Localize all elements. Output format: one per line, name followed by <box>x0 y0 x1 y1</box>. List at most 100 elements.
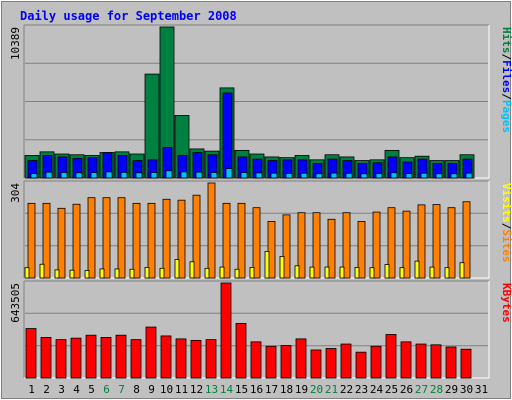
bar-kbytes-day-27 <box>415 343 427 379</box>
bar-kbytes-day-10 <box>160 335 172 379</box>
bar-sites-day-4 <box>69 269 75 279</box>
legend-entry: Pages <box>500 100 512 133</box>
bar-kbytes-day-3 <box>55 339 67 379</box>
x-tick-label: 22 <box>340 383 353 396</box>
x-tick-label: 13 <box>205 383 218 396</box>
chart-title: Daily usage for September 2008 <box>20 9 237 23</box>
x-tick-label: 21 <box>325 383 338 396</box>
bar-sites-day-23 <box>354 266 360 279</box>
x-tick-label: 12 <box>190 383 203 396</box>
bar-sites-day-15 <box>234 268 240 279</box>
bar-pages-day-18 <box>285 172 293 179</box>
bar-sites-day-3 <box>54 269 60 279</box>
bar-visits-day-19 <box>297 212 306 279</box>
bars-visits <box>24 182 471 279</box>
bar-visits-day-13 <box>207 182 216 279</box>
bar-visits-day-26 <box>402 210 411 279</box>
bar-sites-day-5 <box>84 270 90 279</box>
bar-sites-day-13 <box>204 267 210 279</box>
bar-pages-day-10 <box>165 170 173 179</box>
bar-pages-day-20 <box>315 173 323 179</box>
bar-visits-day-14 <box>222 202 231 279</box>
bar-pages-day-25 <box>390 172 398 179</box>
bar-pages-day-17 <box>270 172 278 179</box>
bar-kbytes-day-24 <box>370 345 382 379</box>
bar-kbytes-day-25 <box>385 334 397 379</box>
legend-entry: Visits <box>500 183 512 223</box>
bar-pages-day-24 <box>375 173 383 179</box>
panel-visits: 304 Visits/Sites <box>9 180 512 279</box>
bar-sites-day-1 <box>24 267 30 279</box>
bar-kbytes-day-9 <box>145 326 157 379</box>
bar-pages-day-13 <box>210 172 218 179</box>
x-tick-label: 3 <box>58 383 65 396</box>
bar-pages-day-29 <box>450 173 458 179</box>
bar-sites-day-8 <box>129 268 135 279</box>
x-tick-label: 16 <box>250 383 263 396</box>
bar-kbytes-day-18 <box>280 345 292 379</box>
x-tick-label: 28 <box>430 383 443 396</box>
bar-pages-day-5 <box>90 172 98 179</box>
bar-kbytes-day-17 <box>265 345 277 379</box>
bar-sites-day-26 <box>399 267 405 279</box>
bar-kbytes-day-14 <box>220 282 232 379</box>
bar-visits-day-23 <box>357 221 366 279</box>
bar-kbytes-day-4 <box>70 337 82 379</box>
bar-visits-day-2 <box>42 202 51 279</box>
bar-kbytes-day-8 <box>130 339 142 379</box>
x-tick-label: 1 <box>28 383 35 396</box>
legend-visits: Visits/Sites <box>500 183 512 263</box>
bar-pages-day-14 <box>225 168 233 179</box>
bar-pages-day-1 <box>30 173 38 179</box>
bar-kbytes-day-2 <box>40 337 52 379</box>
bar-pages-day-7 <box>120 171 128 179</box>
bar-visits-day-6 <box>102 197 111 279</box>
x-tick-label: 19 <box>295 383 308 396</box>
bar-visits-day-8 <box>132 202 141 279</box>
x-tick-label: 17 <box>265 383 278 396</box>
bar-sites-day-16 <box>249 266 255 279</box>
bar-visits-day-4 <box>72 203 81 279</box>
bar-visits-day-27 <box>417 204 426 279</box>
bar-kbytes-day-20 <box>310 349 322 379</box>
bar-pages-day-27 <box>420 172 428 179</box>
bar-sites-day-7 <box>114 268 120 279</box>
bar-kbytes-day-22 <box>340 343 352 379</box>
bar-sites-day-22 <box>339 266 345 279</box>
bar-sites-day-12 <box>189 261 195 279</box>
bar-kbytes-day-21 <box>325 348 337 379</box>
bar-sites-day-17 <box>264 251 270 279</box>
bar-sites-day-11 <box>174 259 180 279</box>
x-tick-label: 15 <box>235 383 248 396</box>
bar-visits-day-28 <box>432 204 441 279</box>
bar-sites-day-24 <box>369 267 375 279</box>
bars-kbytes <box>25 282 472 379</box>
x-tick-label: 25 <box>385 383 398 396</box>
bar-kbytes-day-7 <box>115 334 127 379</box>
bar-pages-day-2 <box>45 171 53 179</box>
bar-pages-day-26 <box>405 173 413 179</box>
bar-kbytes-day-15 <box>235 322 247 379</box>
bar-visits-day-30 <box>462 201 471 279</box>
bar-sites-day-18 <box>279 256 285 279</box>
x-tick-label: 4 <box>73 383 80 396</box>
legend-hits: Hits/Files/Pages <box>500 27 512 133</box>
bar-visits-day-22 <box>342 212 351 279</box>
bar-visits-day-7 <box>117 197 126 279</box>
bar-kbytes-day-23 <box>355 351 367 379</box>
x-tick-label: 27 <box>415 383 428 396</box>
bar-pages-day-19 <box>300 172 308 179</box>
bar-kbytes-day-5 <box>85 334 97 379</box>
bar-pages-day-8 <box>135 172 143 179</box>
bar-pages-day-30 <box>465 172 473 179</box>
bar-visits-day-18 <box>282 214 291 279</box>
bar-visits-day-24 <box>372 211 381 279</box>
bar-visits-day-16 <box>252 207 261 279</box>
bar-pages-day-11 <box>180 171 188 179</box>
x-tick-label: 29 <box>445 383 458 396</box>
bar-pages-day-12 <box>195 171 203 179</box>
legend-separator: / <box>500 223 512 230</box>
